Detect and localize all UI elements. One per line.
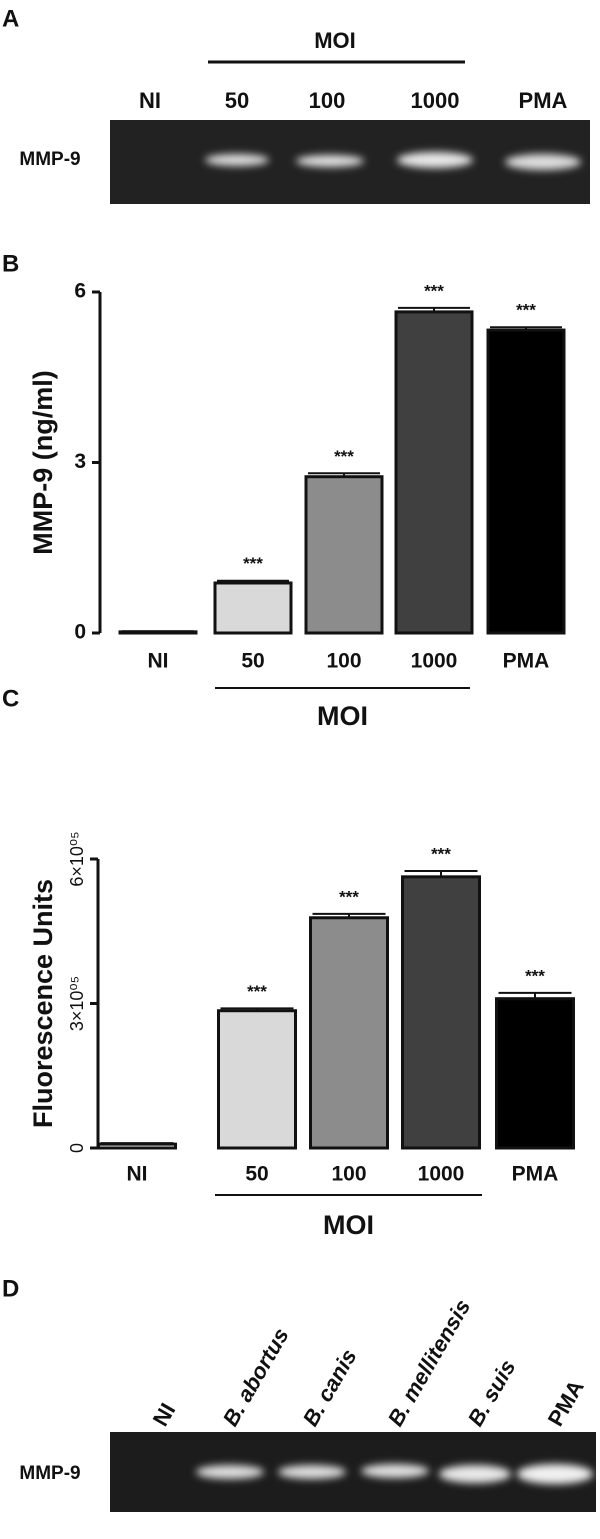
significance: ***	[339, 887, 359, 906]
lane-label: PMA	[543, 1375, 589, 1430]
panel-letter: B	[2, 250, 19, 277]
bar	[394, 310, 474, 635]
gel-bands	[205, 152, 581, 170]
y-axis-label: Fluorescence Units	[28, 879, 58, 1128]
significance: ***	[525, 966, 545, 985]
group-label: MOI	[317, 701, 368, 731]
bar	[401, 875, 481, 1150]
x-tick-label: 50	[245, 1163, 268, 1186]
row-label: MMP-9	[19, 149, 80, 170]
lane-label: B. abortus	[218, 1324, 294, 1431]
y-tick-label: 3×10⁰⁵	[67, 976, 87, 1031]
x-tick-label: 1000	[418, 1163, 465, 1186]
significance: ***	[431, 845, 451, 864]
bar	[486, 328, 566, 635]
y-tick-label: 3	[74, 450, 86, 473]
lane-label: 1000	[411, 88, 460, 113]
bar	[217, 1009, 297, 1150]
panel-letter: C	[2, 685, 19, 712]
lane-label: 100	[309, 88, 346, 113]
group-label: MOI	[314, 28, 356, 53]
y-axis-label: MMP-9 (ng/ml)	[28, 370, 58, 554]
gel	[110, 1432, 596, 1512]
group-label: MOI	[323, 1210, 374, 1240]
bar	[304, 475, 384, 635]
significance: ***	[424, 281, 444, 300]
significance: ***	[516, 301, 536, 320]
lane-label: PMA	[519, 88, 568, 113]
bar	[309, 916, 389, 1150]
x-tick-label: PMA	[512, 1163, 559, 1186]
panel-letter: A	[2, 5, 19, 32]
significance: ***	[247, 982, 267, 1001]
x-tick-label: NI	[127, 1163, 148, 1186]
x-tick-label: 100	[331, 1163, 366, 1186]
significance: ***	[243, 554, 263, 573]
x-tick-label: 50	[241, 650, 264, 673]
lane-label: B. canis	[298, 1345, 362, 1431]
x-tick-label: NI	[148, 650, 169, 673]
significance: ***	[334, 447, 354, 466]
lane-label: NI	[139, 88, 161, 113]
bar	[213, 581, 293, 635]
y-tick-label: 6	[74, 280, 86, 303]
y-tick-label: 0	[67, 1143, 87, 1153]
bar	[118, 630, 198, 635]
row-label: MMP-9	[19, 1463, 80, 1484]
lane-label: 50	[225, 88, 249, 113]
y-tick-label: 0	[74, 621, 86, 644]
x-tick-label: 1000	[411, 650, 458, 673]
lane-label: B. mellitensis	[383, 1295, 476, 1430]
x-tick-label: 100	[326, 650, 361, 673]
panel-letter: D	[2, 1275, 19, 1302]
lane-label: B. suis	[463, 1355, 521, 1430]
lane-label: NI	[148, 1399, 181, 1431]
x-tick-label: PMA	[503, 650, 550, 673]
gel-bands	[196, 1464, 593, 1484]
bar	[97, 1142, 177, 1150]
y-tick-label: 6×10⁰⁵	[67, 831, 87, 886]
bar	[495, 997, 575, 1150]
